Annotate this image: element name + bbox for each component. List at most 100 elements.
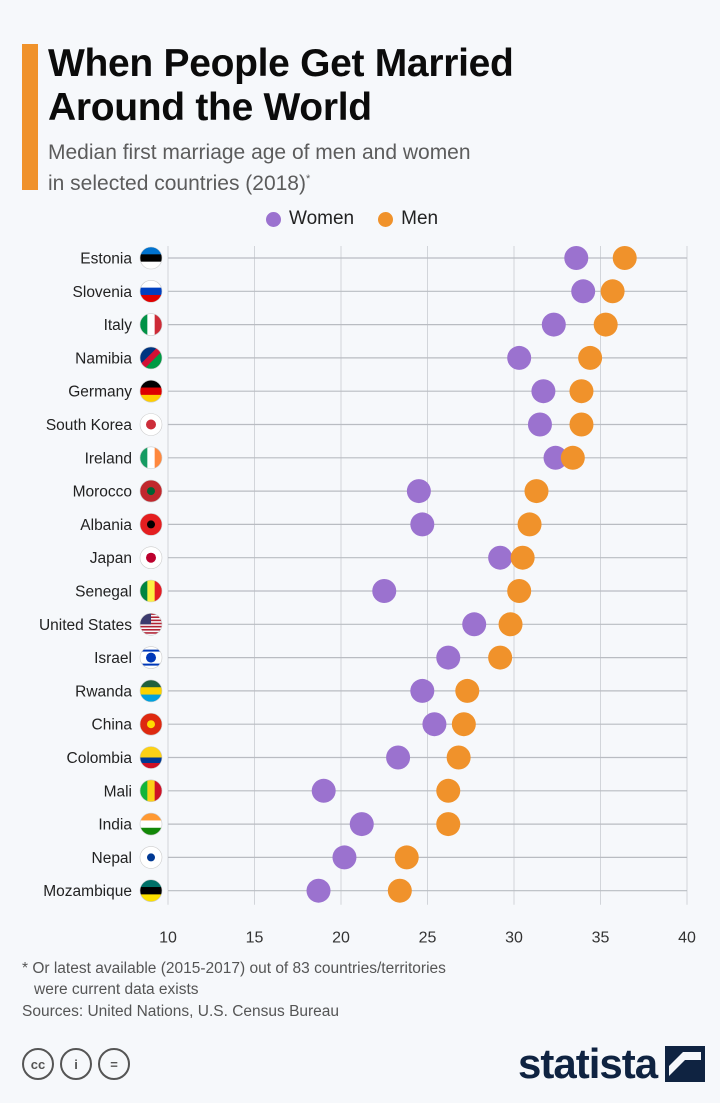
- flag-stripe: [140, 446, 148, 469]
- flag-border: [139, 779, 163, 803]
- flag-stripe: [140, 394, 162, 403]
- flag-stripe: [154, 580, 162, 602]
- women-point: [436, 645, 461, 670]
- flag-fill: [140, 613, 162, 634]
- flag-stripe: [140, 894, 162, 902]
- women-point: [306, 878, 331, 903]
- flag-border: [139, 846, 163, 869]
- country-label: Mali: [104, 783, 132, 800]
- x-tick-label: 10: [159, 930, 177, 947]
- flag-stripe: [140, 779, 148, 802]
- country-label: Ireland: [85, 450, 132, 467]
- flag-stripe: [140, 879, 162, 888]
- subtitle-line-1: Median first marriage age of men and wom…: [48, 141, 471, 164]
- country-label: India: [98, 817, 132, 834]
- flag-stripe: [140, 887, 162, 895]
- flag-border: [139, 513, 163, 536]
- dot-plot: 10 15 20 25 30 35 40 Estonia Slovenia Italy Namibi…: [39, 246, 696, 947]
- subtitle-footnote-mark: *: [305, 173, 311, 185]
- flag-icon: [139, 313, 163, 336]
- men-point: [524, 479, 549, 504]
- flag-border: [139, 746, 163, 769]
- cc-icon: cc: [22, 1048, 54, 1080]
- flag-fill: [140, 380, 162, 403]
- flag-border: [139, 246, 163, 270]
- flag-emblem: [146, 552, 156, 563]
- flag-fill: [140, 280, 162, 303]
- x-tick-label: 35: [592, 930, 610, 947]
- country-label: Estonia: [80, 251, 132, 268]
- flag-stripe: [154, 313, 162, 336]
- women-point: [410, 512, 435, 537]
- flag-icon: [139, 346, 163, 370]
- flag-fill: [140, 247, 162, 269]
- flag-stripe: [140, 247, 162, 255]
- accent-bar: [22, 44, 38, 190]
- men-point: [593, 312, 618, 337]
- flag-stripe: [147, 779, 156, 802]
- flag-fill: [140, 879, 162, 902]
- no-derivatives-icon: =: [98, 1048, 130, 1080]
- flag-icon: [139, 279, 163, 303]
- flag-border: [139, 546, 163, 570]
- country-label: Japan: [90, 550, 132, 567]
- women-point: [372, 579, 397, 603]
- flag-emblem: [146, 419, 156, 430]
- flag-border: [139, 812, 163, 836]
- legend-item-men: Men: [378, 208, 438, 230]
- men-point: [394, 845, 419, 870]
- flag-stripe: [140, 294, 162, 303]
- footnote-line-1: * Or latest available (2015-2017) out of…: [22, 960, 446, 977]
- flag-stripe: [147, 446, 156, 469]
- flag-stripe: [140, 757, 162, 764]
- women-point: [311, 778, 336, 803]
- legend-swatch-men: [378, 211, 394, 227]
- flag-fill: [140, 779, 162, 802]
- flag-border: [139, 479, 163, 503]
- country-label: South Korea: [46, 417, 133, 434]
- men-point: [436, 778, 461, 803]
- flag-stripe: [140, 813, 162, 821]
- flag-fill: [140, 513, 162, 536]
- flag-border: [139, 346, 163, 370]
- flag-stripe: [147, 313, 156, 336]
- flag-fill: [140, 646, 162, 669]
- women-point: [527, 412, 552, 437]
- men-point: [510, 545, 535, 570]
- flag-icon: [139, 812, 163, 836]
- country-label: Mozambique: [43, 883, 132, 900]
- men-point: [446, 745, 471, 770]
- flag-stripe: [140, 746, 162, 753]
- women-point: [349, 812, 374, 837]
- flag-canton: [140, 613, 151, 625]
- flag-stripe: [140, 827, 162, 836]
- flag-stripe: [147, 580, 156, 602]
- flag-border: [139, 879, 163, 903]
- country-label: Israel: [94, 650, 132, 667]
- title-line-2: Around the World: [48, 86, 372, 129]
- flag-stripe: [140, 387, 162, 396]
- flag-fill: [140, 713, 162, 736]
- footnote: * Or latest available (2015-2017) out of…: [22, 958, 446, 1000]
- flag-stripe: [140, 261, 162, 269]
- footnote-line-2: were current data exists: [34, 981, 199, 998]
- flag-fill: [140, 346, 162, 369]
- flag-border: [139, 313, 163, 336]
- country-label: Senegal: [75, 584, 132, 601]
- flag-stripe: [154, 779, 162, 802]
- flag-icon: [139, 712, 163, 736]
- flag-border: [139, 279, 163, 303]
- country-label: China: [92, 717, 133, 734]
- flag-stripe: [140, 632, 162, 634]
- men-point: [455, 678, 480, 703]
- x-tick-label: 30: [505, 930, 523, 947]
- men-point: [498, 612, 523, 637]
- flag-fill: [140, 546, 162, 569]
- chart-title: When People Get Married Around the World: [48, 42, 514, 130]
- flag-icon: [139, 779, 163, 803]
- flag-icon: [139, 413, 163, 436]
- flag-stripe: [154, 446, 162, 469]
- women-point: [422, 712, 447, 737]
- flag-icon: [139, 646, 163, 669]
- flag-border: [139, 446, 163, 470]
